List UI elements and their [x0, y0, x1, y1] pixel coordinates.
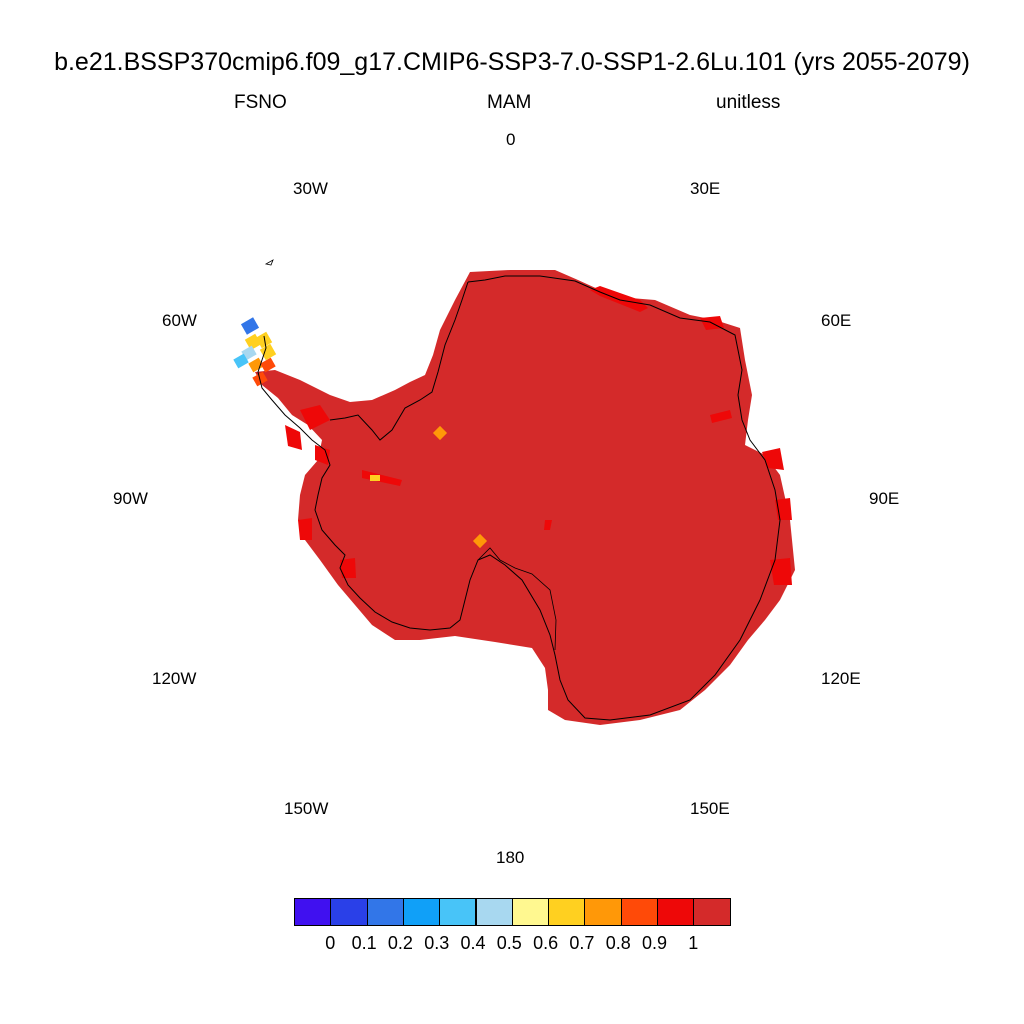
- lon-label-120w: 120W: [152, 669, 197, 688]
- colorbar-label: 0.1: [351, 933, 377, 953]
- lon-label-120e: 120E: [821, 669, 861, 688]
- lon-label-90e: 90E: [869, 489, 900, 508]
- peninsula-cell: [233, 353, 249, 369]
- colorbar-label: 0.6: [533, 933, 559, 953]
- colorbar-swatch: [584, 898, 622, 926]
- colorbar-label: 0.8: [605, 933, 631, 953]
- lon-label-150e: 150E: [690, 799, 730, 818]
- colorbar-swatch: [402, 898, 441, 926]
- colorbar-swatch: [548, 898, 586, 926]
- peninsula-cell: [240, 317, 260, 335]
- colorbar-label: 0.7: [569, 933, 595, 953]
- colorbar-label: 0: [325, 933, 336, 953]
- ice-sheet-fill: [255, 270, 795, 725]
- colorbar-label: 0.2: [387, 933, 413, 953]
- interior-cell: [370, 475, 380, 481]
- south-georgia-outline: [264, 259, 274, 266]
- colorbar-swatch: [511, 898, 550, 926]
- lon-label-150w: 150W: [284, 799, 329, 818]
- lon-label-180: 180: [496, 848, 525, 867]
- colorbar-swatch: [439, 898, 477, 926]
- colorbar-swatch: [620, 898, 658, 926]
- colorbar-swatch: [693, 898, 731, 926]
- coastline: [257, 275, 781, 721]
- lon-label-0: 0: [506, 130, 516, 149]
- colorbar-swatch: [366, 898, 404, 926]
- lon-label-90w: 90W: [113, 489, 148, 508]
- colorbar-swatch: [294, 898, 332, 926]
- interior-cell: [472, 533, 488, 549]
- plot-title: b.e21.BSSP370cmip6.f09_g17.CMIP6-SSP3-7.…: [54, 48, 970, 76]
- colorbar-label: 0.4: [460, 933, 486, 953]
- lon-label-60w: 60W: [162, 311, 197, 330]
- peninsula-cell: [255, 331, 273, 349]
- ice-shelf-line: [477, 547, 557, 651]
- colorbar-swatch: [657, 898, 695, 926]
- peninsula-cell: [260, 357, 276, 373]
- colorbar-label: 0.9: [642, 933, 668, 953]
- peninsula-cell: [259, 343, 277, 361]
- colorbar-swatch: [330, 898, 368, 926]
- season-label: MAM: [487, 92, 532, 113]
- coastline-inner: [329, 281, 469, 441]
- colorbar-swatch: [475, 898, 513, 926]
- colorbar-label: 0.5: [496, 933, 522, 953]
- units-label: unitless: [716, 92, 781, 113]
- lon-label-30e: 30E: [690, 179, 721, 198]
- colorbar-label: 0.3: [424, 933, 450, 953]
- lon-label-30w: 30W: [293, 179, 328, 198]
- peninsula-cell: [248, 357, 264, 373]
- colorbar-label: 1: [688, 933, 699, 953]
- lon-label-60e: 60E: [821, 311, 852, 330]
- interior-cell: [432, 425, 448, 441]
- variable-label: FSNO: [234, 92, 287, 113]
